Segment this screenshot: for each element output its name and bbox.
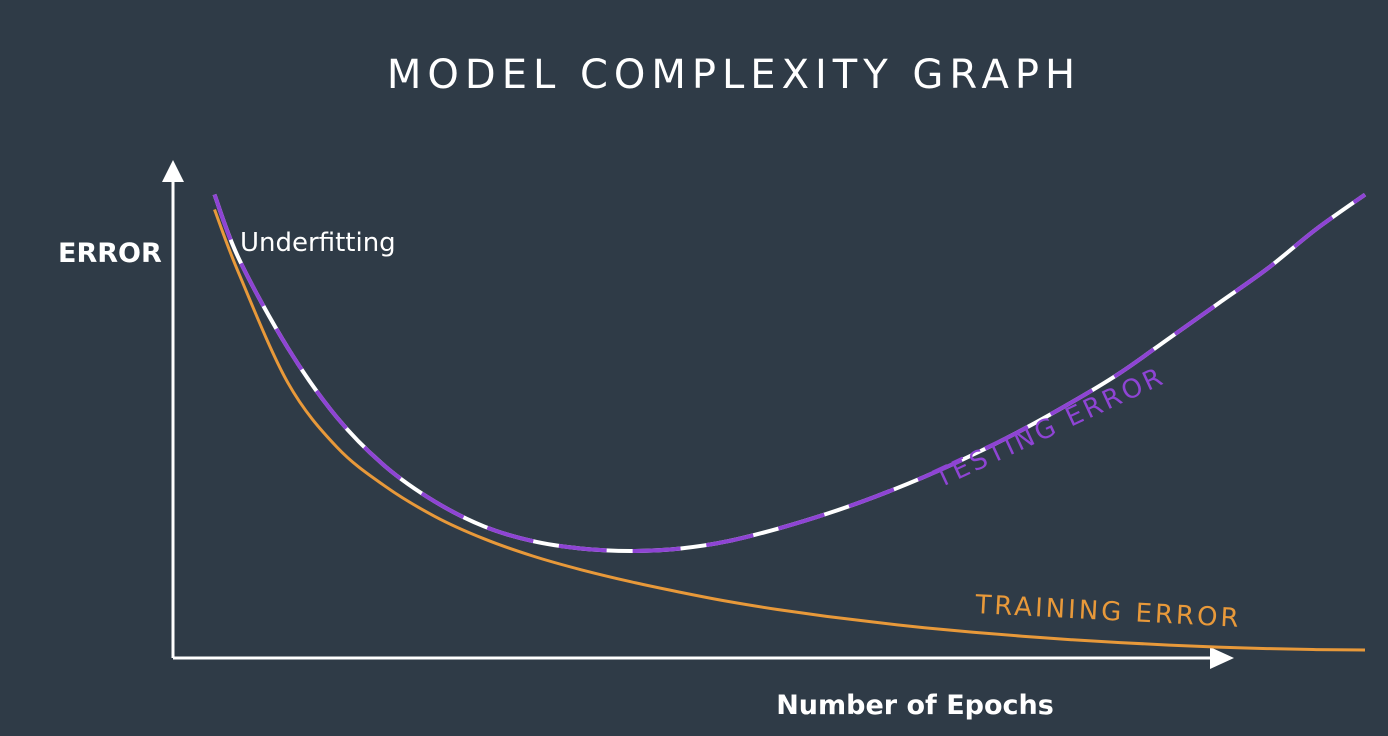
- y-axis-arrow-icon: [162, 160, 184, 182]
- training-error-label: TRAINING ERROR: [974, 590, 1243, 634]
- chart-title: MODEL COMPLEXITY GRAPH: [386, 52, 1082, 98]
- training-error-curve: [213, 208, 1366, 652]
- series-layer: [212, 192, 1367, 652]
- x-axis-label: Number of Epochs: [776, 690, 1054, 721]
- testing-error-curve-base: [212, 192, 1367, 554]
- y-axis-label: ERROR: [58, 238, 162, 269]
- underfitting-annotation: Underfitting: [240, 228, 396, 258]
- axes: [162, 160, 1234, 669]
- x-axis-arrow-icon: [1210, 647, 1234, 669]
- testing-error-label: TESTING ERROR: [929, 361, 1169, 494]
